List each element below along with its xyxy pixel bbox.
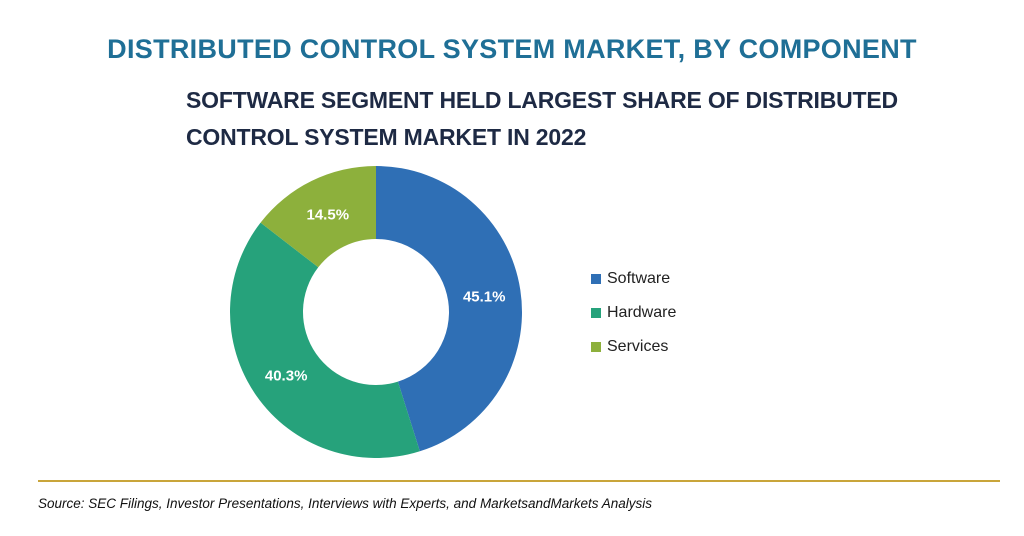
legend-label-software: Software	[607, 270, 671, 287]
chart-legend: Software Hardware Services	[591, 262, 751, 364]
donut-slice-services	[260, 166, 376, 268]
legend-item-software: Software	[591, 262, 751, 296]
chart-title: DISTRIBUTED CONTROL SYSTEM MARKET, BY CO…	[107, 34, 917, 64]
legend-label-hardware: Hardware	[607, 304, 677, 321]
legend-swatch-services	[591, 342, 601, 352]
data-label-hardware: 40.3%	[265, 368, 308, 385]
legend-swatch-hardware	[591, 308, 601, 318]
source-note: Source: SEC Filings, Investor Presentati…	[38, 496, 652, 511]
legend-swatch-software	[591, 274, 601, 284]
data-label-services: 14.5%	[307, 207, 350, 224]
data-label-software: 45.1%	[463, 288, 506, 305]
donut-slice-hardware	[230, 222, 420, 458]
chart-subtitle: SOFTWARE SEGMENT HELD LARGEST SHARE OF D…	[186, 87, 898, 150]
legend-item-services: Services	[591, 330, 751, 364]
footer-divider	[38, 480, 1000, 482]
legend-label-services: Services	[607, 338, 669, 355]
legend-item-hardware: Hardware	[591, 296, 751, 330]
donut-slice-software	[376, 166, 522, 452]
